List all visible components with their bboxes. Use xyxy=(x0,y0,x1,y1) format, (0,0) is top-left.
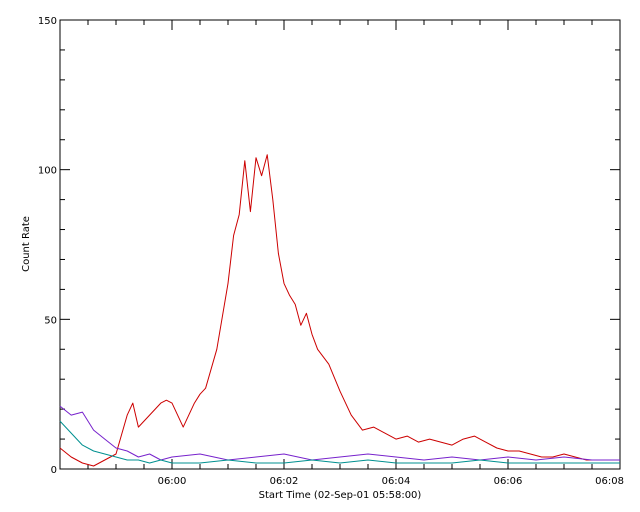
y-tick-label: 50 xyxy=(44,315,57,326)
y-tick-label: 150 xyxy=(38,16,57,27)
x-tick-label: 06:00 xyxy=(158,476,187,487)
x-axis: 06:00 06:02 06:04 06:06 06:08 xyxy=(59,20,624,487)
y-tick-label: 0 xyxy=(51,465,57,476)
series-line-2 xyxy=(59,405,620,461)
y-axis-label: Count Rate xyxy=(21,216,32,272)
x-tick-label: 06:02 xyxy=(270,476,299,487)
x-tick-label: 06:04 xyxy=(382,476,411,487)
series-line-1 xyxy=(59,154,620,467)
plot-frame xyxy=(59,19,621,470)
y-tick-label: 100 xyxy=(38,166,57,177)
series-line-3 xyxy=(59,420,620,464)
y-axis: 0 50 100 150 xyxy=(38,16,620,476)
x-axis-label: Start Time (02-Sep-01 05:58:00) xyxy=(259,490,422,501)
x-tick-label: 06:08 xyxy=(595,476,624,487)
series-lines xyxy=(59,154,620,467)
x-tick-label: 06:06 xyxy=(494,476,523,487)
